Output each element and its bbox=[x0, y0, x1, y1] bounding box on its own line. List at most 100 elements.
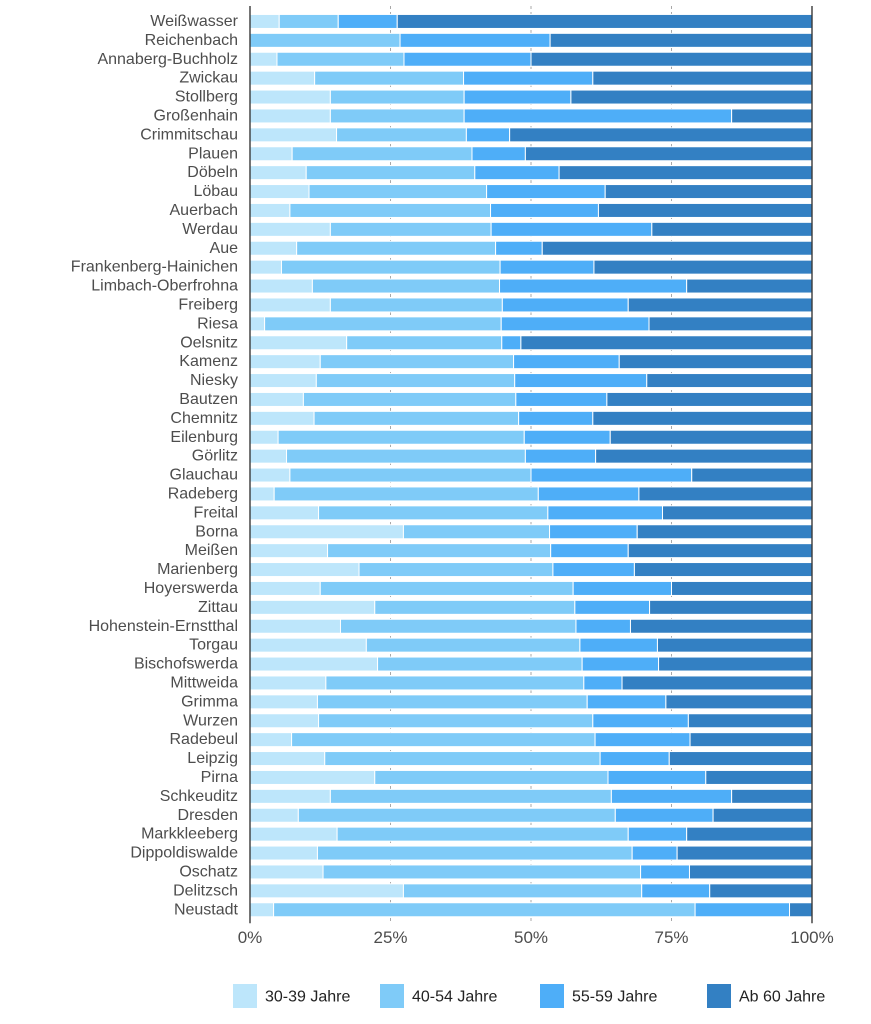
bar-segment bbox=[249, 146, 293, 162]
bar-segment bbox=[249, 902, 275, 918]
category-label: Marienberg bbox=[157, 561, 238, 578]
bar-segment bbox=[686, 826, 813, 842]
bar-segment bbox=[249, 127, 338, 143]
category-label: Stollberg bbox=[175, 89, 238, 106]
x-tick-label: 75% bbox=[654, 928, 688, 947]
bar-segment bbox=[618, 354, 813, 370]
bar-segment bbox=[249, 448, 288, 464]
category-label: Pirna bbox=[201, 769, 238, 786]
bar-segment bbox=[396, 13, 813, 29]
bar-segment bbox=[374, 599, 576, 615]
category-label: Chemnitz bbox=[170, 410, 238, 427]
category-label: Radeberg bbox=[168, 485, 238, 502]
x-tick-label: 25% bbox=[373, 928, 407, 947]
bar-segment bbox=[273, 902, 696, 918]
bar-segment bbox=[276, 51, 405, 67]
bar-segment bbox=[316, 845, 633, 861]
bar-segment bbox=[249, 410, 315, 426]
category-label: Bautzen bbox=[179, 391, 238, 408]
bar-segment bbox=[691, 467, 813, 483]
category-label: Mittweida bbox=[170, 674, 238, 691]
bar-segment bbox=[374, 769, 609, 785]
bar-segment bbox=[646, 373, 813, 389]
category-label: Markkleeberg bbox=[141, 826, 238, 843]
bar-segment bbox=[249, 354, 321, 370]
bar-segment bbox=[558, 165, 813, 181]
category-label: Grimma bbox=[181, 693, 238, 710]
category-label: Reichenbach bbox=[145, 32, 238, 49]
bar-segment bbox=[249, 297, 331, 313]
bar-segment bbox=[636, 524, 813, 540]
bar-segment bbox=[249, 505, 320, 521]
bar-segment bbox=[249, 883, 404, 899]
bar-segment bbox=[499, 259, 595, 275]
bar-segment bbox=[249, 391, 304, 407]
bar-segment bbox=[501, 335, 522, 351]
category-label: Werdau bbox=[182, 221, 238, 238]
bar-segment bbox=[549, 524, 638, 540]
bar-segment bbox=[627, 297, 813, 313]
bar-segment bbox=[339, 618, 577, 634]
bar-segment bbox=[305, 165, 476, 181]
bar-segment bbox=[648, 316, 813, 332]
bar-segment bbox=[731, 788, 813, 804]
x-axis: 0% 25% 50% 75% 100% bbox=[238, 6, 834, 947]
bar-segment bbox=[249, 240, 298, 256]
bar-segment bbox=[530, 51, 813, 67]
category-label: Meißen bbox=[185, 542, 238, 559]
bar-segment bbox=[249, 316, 266, 332]
category-label: Hohenstein-Ernstthal bbox=[89, 618, 238, 635]
bar-segment bbox=[641, 883, 711, 899]
bar-segment bbox=[314, 70, 465, 86]
bar-segment bbox=[599, 751, 670, 767]
bar-segment bbox=[463, 89, 572, 105]
bar-segment bbox=[273, 486, 539, 502]
bar-segment bbox=[712, 807, 813, 823]
category-label: Döbeln bbox=[187, 164, 238, 181]
bar-segment bbox=[610, 788, 733, 804]
bar-segment bbox=[514, 373, 648, 389]
bar-segment bbox=[594, 732, 691, 748]
bar-segment bbox=[249, 373, 317, 389]
bar-segment bbox=[597, 202, 813, 218]
bar-segment bbox=[595, 448, 813, 464]
bar-segment bbox=[609, 429, 813, 445]
bar-segment bbox=[313, 410, 520, 426]
category-label: Oelsnitz bbox=[180, 334, 238, 351]
bar-segment bbox=[249, 89, 331, 105]
category-label: Limbach-Oberfrohna bbox=[91, 278, 238, 295]
bar-segment bbox=[249, 184, 310, 200]
bar-segment bbox=[629, 618, 813, 634]
bar-segment bbox=[399, 32, 551, 48]
category-label: Großenhain bbox=[154, 107, 239, 124]
category-label: Crimmitschau bbox=[140, 126, 238, 143]
category-label: Zwickau bbox=[179, 70, 238, 87]
bar-segment bbox=[249, 278, 313, 294]
bar-segment bbox=[365, 637, 581, 653]
bar-segment bbox=[249, 108, 331, 124]
bar-segment bbox=[656, 637, 813, 653]
legend-label: 40-54 Jahre bbox=[412, 989, 497, 1006]
bar-segment bbox=[278, 13, 339, 29]
category-label: Aue bbox=[210, 240, 239, 257]
bar-segment bbox=[592, 70, 813, 86]
category-label: Annaberg-Buchholz bbox=[97, 51, 238, 68]
bar-segment bbox=[327, 543, 552, 559]
bar-segment bbox=[500, 316, 650, 332]
bar-segment bbox=[515, 391, 608, 407]
bar-segment bbox=[633, 562, 813, 578]
bar-segment bbox=[523, 429, 611, 445]
category-label: Dippoldiswalde bbox=[130, 845, 238, 862]
bar-segment bbox=[249, 751, 326, 767]
bar-segment bbox=[291, 732, 596, 748]
bar-segment bbox=[249, 713, 320, 729]
bar-segment bbox=[289, 202, 492, 218]
bar-segment bbox=[249, 202, 291, 218]
bar-segment bbox=[337, 13, 398, 29]
bar-segment bbox=[687, 713, 813, 729]
bar-segment bbox=[570, 89, 813, 105]
bar-segment bbox=[249, 618, 341, 634]
bar-segment bbox=[651, 221, 813, 237]
bars bbox=[249, 13, 813, 918]
bar-segment bbox=[249, 826, 338, 842]
